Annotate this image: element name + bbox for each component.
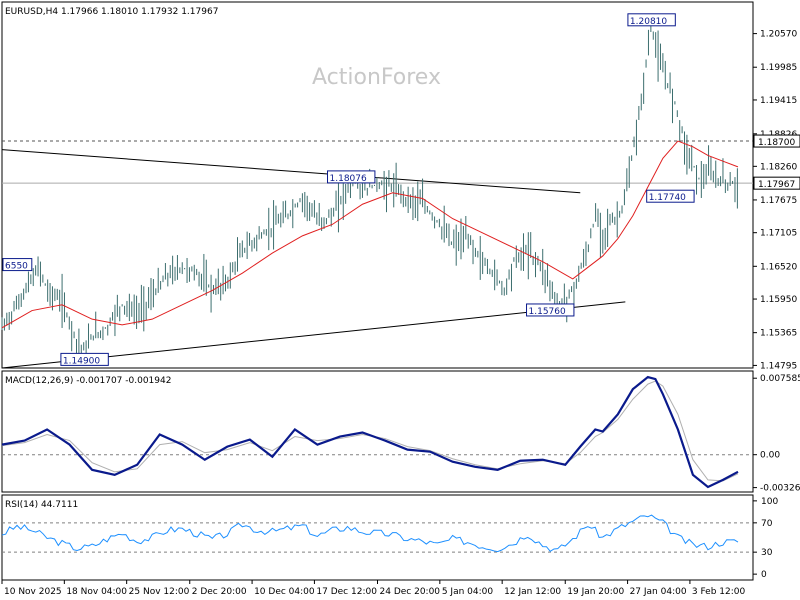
title-bg <box>3 3 228 17</box>
price-tick-label: 1.20570 <box>760 30 797 40</box>
price-tick-label: 1.15950 <box>760 295 797 305</box>
x-tick-label: 25 Nov 12:00 <box>129 587 190 597</box>
macd-title: MACD(12,26,9) -0.001707 -0.001942 <box>5 376 171 386</box>
price-annotation-box <box>60 352 109 366</box>
price-annotation: 1.17740 <box>649 193 686 203</box>
x-tick-label: 18 Nov 04:00 <box>66 587 127 597</box>
x-tick-label: 2 Dec 20:00 <box>192 587 247 597</box>
price-tick-label: 1.17675 <box>760 196 797 206</box>
price-tick-label: 1.19985 <box>760 63 797 73</box>
rsi-title: RSI(14) 44.7111 <box>5 500 78 510</box>
rsi-line <box>1 514 739 553</box>
price-tick-label: 1.15365 <box>760 329 797 339</box>
x-tick-label: 5 Jan 04:00 <box>442 587 494 597</box>
price-annotation-box <box>627 13 676 27</box>
price-annotation-box <box>2 258 33 272</box>
watermark: ActionForex <box>312 65 441 90</box>
x-tick-label: 19 Jan 20:00 <box>567 587 624 597</box>
rsi-tick-label: 100 <box>761 497 778 507</box>
level-label: 1.18700 <box>758 138 795 148</box>
macd-line <box>1 375 739 489</box>
x-tick-label: 3 Feb 12:00 <box>692 587 746 597</box>
x-tick-label: 27 Jan 04:00 <box>630 587 687 597</box>
x-tick-label: 10 Dec 04:00 <box>254 587 315 597</box>
moving-average-line <box>1 140 739 329</box>
price-annotation: 1.20810 <box>630 17 667 27</box>
price-tick-label: 1.16520 <box>760 262 797 272</box>
price-annotation: 1.14900 <box>63 356 100 366</box>
trendline-0 <box>1 149 581 194</box>
price-tick-label: 1.18260 <box>760 162 797 172</box>
panel-frame-2 <box>1 494 754 581</box>
x-tick-label: 10 Nov 2025 <box>4 587 62 597</box>
current-price-label: 1.17967 <box>758 180 795 190</box>
macd-tick-label: 0.00 <box>760 451 780 461</box>
x-tick-label: 24 Dec 20:00 <box>380 587 441 597</box>
rsi-tick-label: 30 <box>761 548 773 558</box>
x-tick-label: 12 Jan 12:00 <box>504 587 561 597</box>
rsi-tick-label: 0 <box>761 570 767 580</box>
rsi-tick-label: 70 <box>761 519 773 529</box>
level-label-box <box>753 134 800 148</box>
price-annotation-box <box>327 170 376 184</box>
price-annotation: 1.15760 <box>529 307 566 317</box>
price-tick-label: 1.19415 <box>760 96 797 106</box>
price-tick-label: 1.14795 <box>760 361 797 371</box>
macd-tick-label: -0.003264 <box>760 484 800 494</box>
chart-title: EURUSD,H4 1.17966 1.18010 1.17932 1.1796… <box>5 7 218 17</box>
x-tick-label: 17 Dec 12:00 <box>316 587 377 597</box>
price-annotation: 1.18076 <box>330 174 367 184</box>
price-annotation: 6550 <box>5 262 28 272</box>
price-tick-label: 1.17105 <box>760 229 797 239</box>
panel-frame-1 <box>1 370 754 493</box>
price-annotation-box <box>646 189 695 203</box>
current-price-box <box>753 176 800 190</box>
price-annotation-box <box>526 303 575 317</box>
macd-tick-label: 0.007585 <box>760 374 800 384</box>
panel-frame-0 <box>1 1 754 369</box>
